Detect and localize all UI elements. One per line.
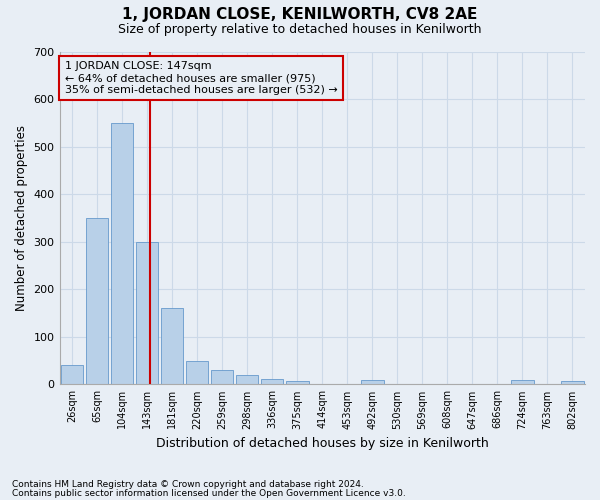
Bar [361,380,383,384]
Bar [61,366,83,384]
Bar [511,380,534,384]
Y-axis label: Number of detached properties: Number of detached properties [15,125,28,311]
Bar [211,370,233,384]
Bar [111,123,133,384]
Text: Contains public sector information licensed under the Open Government Licence v3: Contains public sector information licen… [12,490,406,498]
Text: 1 JORDAN CLOSE: 147sqm
← 64% of detached houses are smaller (975)
35% of semi-de: 1 JORDAN CLOSE: 147sqm ← 64% of detached… [65,62,338,94]
Bar [261,378,283,384]
Bar [561,380,584,384]
Text: 1, JORDAN CLOSE, KENILWORTH, CV8 2AE: 1, JORDAN CLOSE, KENILWORTH, CV8 2AE [122,8,478,22]
Text: Contains HM Land Registry data © Crown copyright and database right 2024.: Contains HM Land Registry data © Crown c… [12,480,364,489]
Bar [161,308,184,384]
X-axis label: Distribution of detached houses by size in Kenilworth: Distribution of detached houses by size … [156,437,488,450]
Bar [236,375,259,384]
Bar [136,242,158,384]
Text: Size of property relative to detached houses in Kenilworth: Size of property relative to detached ho… [118,22,482,36]
Bar [186,360,208,384]
Bar [86,218,109,384]
Bar [286,380,308,384]
